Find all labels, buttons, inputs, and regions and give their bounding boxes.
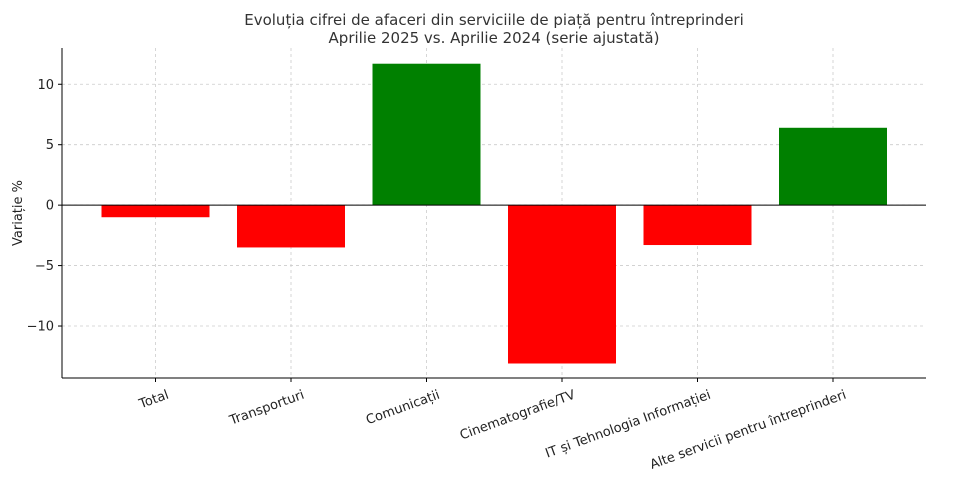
bar [237, 205, 345, 248]
axes-layer [61, 48, 926, 379]
bar [779, 127, 887, 206]
chart-title-line-2: Aprilie 2025 vs. Aprilie 2024 (serie aju… [329, 29, 660, 47]
chart-title-line-1: Evoluția cifrei de afaceri din serviciil… [244, 11, 744, 29]
y-tick-label: −5 [35, 259, 54, 274]
x-tick-label: Transporturi [227, 388, 307, 429]
bar [101, 205, 210, 218]
y-tick-label: 0 [46, 199, 54, 214]
x-tick-label: Comunicații [364, 388, 442, 429]
y-tick-label: 10 [37, 78, 54, 93]
y-axis-label: Variație % [11, 180, 26, 246]
bar [508, 205, 616, 364]
y-tick-label: 5 [46, 138, 54, 153]
bars-layer [101, 63, 887, 364]
y-tick-label: −10 [27, 320, 54, 335]
bar [643, 205, 752, 246]
bar [372, 63, 481, 206]
x-tick-label: Cinematografie/TV [458, 388, 577, 444]
x-tick-label: Total [136, 388, 171, 413]
